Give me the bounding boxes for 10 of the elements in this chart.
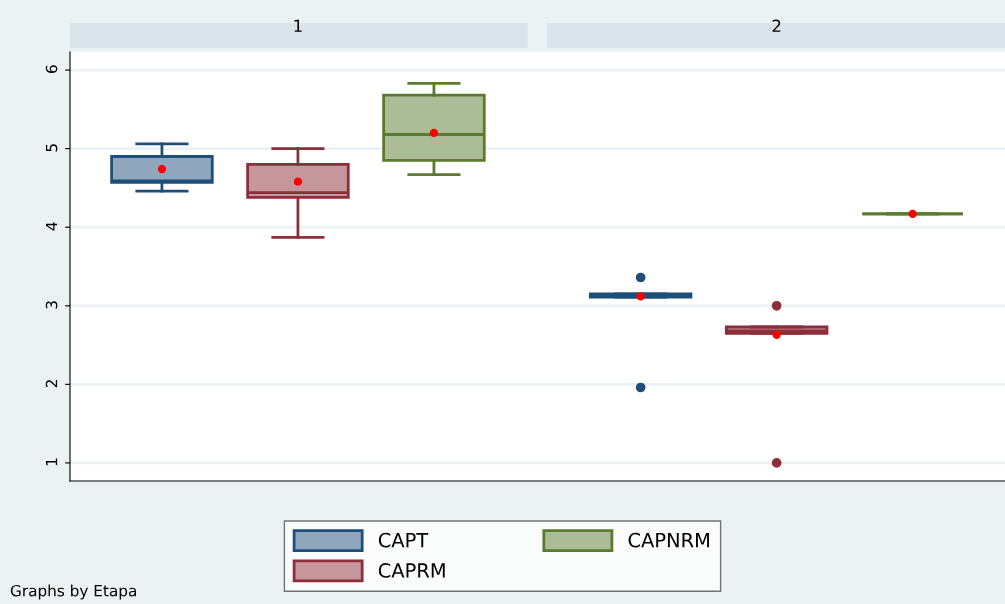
legend-label: CAPT xyxy=(378,532,429,548)
text: Graphs by Etapa xyxy=(10,584,136,600)
y-tick-label: 2 xyxy=(45,380,58,388)
y-tick-label: 4 xyxy=(45,222,58,231)
y-tick-label: 3 xyxy=(45,301,58,309)
legend-label: CAPRM xyxy=(378,563,445,578)
y-tick-label: 1 xyxy=(45,458,58,466)
legend-label: CAPNRM xyxy=(628,532,709,548)
y-tick-label: 6 xyxy=(45,65,58,73)
y-tick-label: 5 xyxy=(45,144,58,152)
